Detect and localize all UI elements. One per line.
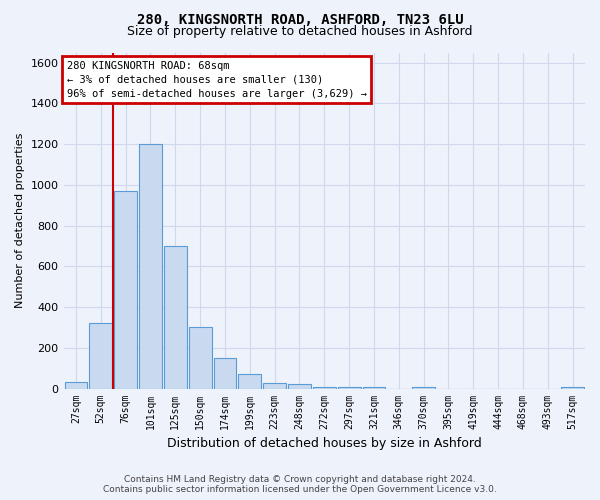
Bar (188, 328, 212, 388)
Bar (338, 386, 361, 388)
Y-axis label: Number of detached properties: Number of detached properties (15, 133, 25, 308)
Text: Contains HM Land Registry data © Crown copyright and database right 2024.
Contai: Contains HM Land Registry data © Crown c… (103, 474, 497, 494)
Bar (65, 382, 88, 388)
Bar (561, 386, 584, 388)
Bar (89, 324, 112, 388)
Bar (139, 144, 162, 388)
Bar (362, 386, 385, 388)
Bar (263, 383, 286, 388)
Bar (313, 386, 335, 388)
Text: 280 KINGSNORTH ROAD: 68sqm
← 3% of detached houses are smaller (130)
96% of semi: 280 KINGSNORTH ROAD: 68sqm ← 3% of detac… (67, 60, 367, 98)
X-axis label: Distribution of detached houses by size in Ashford: Distribution of detached houses by size … (167, 437, 482, 450)
Text: Size of property relative to detached houses in Ashford: Size of property relative to detached ho… (127, 25, 473, 38)
Text: 280, KINGSNORTH ROAD, ASHFORD, TN23 6LU: 280, KINGSNORTH ROAD, ASHFORD, TN23 6LU (137, 12, 463, 26)
Bar (288, 384, 311, 388)
Bar (412, 386, 435, 388)
Bar (164, 246, 187, 388)
Bar (238, 374, 261, 388)
Bar (214, 358, 236, 388)
Bar (114, 191, 137, 388)
